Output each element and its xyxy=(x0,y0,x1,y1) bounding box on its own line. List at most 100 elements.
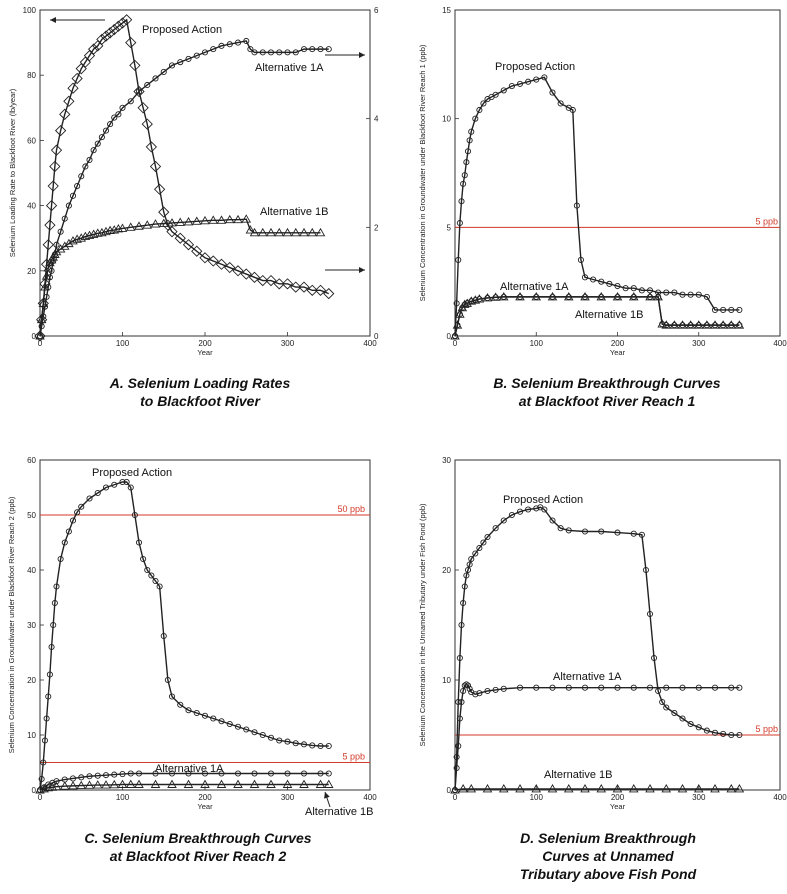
panel-d-data-point xyxy=(661,783,672,793)
panel-a-data-point xyxy=(248,271,261,283)
panel-a-data-point xyxy=(100,30,112,42)
panel-d-series-annotation: Alternative 1A xyxy=(553,671,622,683)
panel-c-data-point xyxy=(185,770,192,777)
panel-b-data-point xyxy=(490,292,501,301)
panel-c-y-tick-label: 40 xyxy=(27,566,36,575)
panel-a-data-point xyxy=(108,23,120,36)
panel-b-data-point xyxy=(577,256,584,263)
panel-c-reference-label: 5 ppb xyxy=(342,752,365,762)
panel-b-data-point xyxy=(685,320,696,329)
panel-a-data-point xyxy=(67,82,79,94)
panel-d-data-point xyxy=(646,684,654,691)
panel-b-x-tick-label: 100 xyxy=(530,339,544,348)
panel-a-data-point xyxy=(141,118,153,130)
panel-c-data-point xyxy=(111,771,118,778)
panel-d-data-point xyxy=(472,550,479,557)
panel-c-data-point xyxy=(40,759,47,766)
panel-d-series-0 xyxy=(451,504,743,794)
panel-a-data-point xyxy=(233,214,243,224)
panel-d-data-point xyxy=(541,506,548,513)
panel-d: 0 100 200 300 400 0 10 20 30 Year Selenium Concent… xyxy=(418,456,787,882)
panel-a: 0 100 200 300 4000204060801000246YearSeleniu… xyxy=(8,6,379,409)
panel-d-data-point xyxy=(677,783,688,793)
panel-d-data-point xyxy=(557,525,564,532)
panel-d-data-point xyxy=(466,561,473,568)
panel-b-series-annotation: Alternative 1A xyxy=(500,281,569,293)
panel-b-data-point xyxy=(460,180,467,187)
panel-b-data-point xyxy=(720,306,727,313)
panel-a-caption: A. Selenium Loading Rates xyxy=(109,375,291,391)
panel-a-data-point xyxy=(174,232,186,244)
panel-a-data-point xyxy=(111,114,118,121)
panel-c-data-point xyxy=(123,478,130,486)
panel-c-data-point xyxy=(135,770,143,777)
panel-d-x-tick-label: 200 xyxy=(611,793,625,802)
panel-d-data-point xyxy=(456,654,463,662)
panel-d-data-point xyxy=(500,685,507,692)
panel-d-data-point xyxy=(458,783,468,793)
panel-a-y-tick-label: 100 xyxy=(23,6,37,15)
panel-d-data-point xyxy=(549,684,556,691)
panel-a-data-point xyxy=(292,49,299,56)
panel-c-arrow-head xyxy=(324,792,330,799)
panel-c-data-point xyxy=(267,770,275,777)
panel-d-data-point xyxy=(679,715,686,722)
panel-c-y-axis-label: Selenium Concentration in Groundwater un… xyxy=(7,496,16,753)
panel-a-y-tick-label: 0 xyxy=(32,332,37,341)
panel-c-data-point xyxy=(127,770,134,777)
panel-b-data-point xyxy=(456,219,463,227)
panel-a-data-point xyxy=(44,219,56,231)
panel-c-data-point xyxy=(119,478,126,486)
panel-a-data-point xyxy=(257,227,268,237)
panel-c-plot-frame xyxy=(39,459,371,791)
panel-a-data-point xyxy=(74,182,81,190)
panel-b-data-point xyxy=(590,276,597,283)
panel-c-series-1 xyxy=(36,770,332,794)
panel-a-data-point xyxy=(69,192,77,199)
panel-d-y-tick-label: 10 xyxy=(442,676,451,685)
panel-a-series-2 xyxy=(35,214,326,340)
panel-d-x-tick-label: 100 xyxy=(530,793,544,802)
panel-a-data-point xyxy=(42,239,54,251)
panel-a-data-point xyxy=(224,261,236,274)
panel-d-data-point xyxy=(581,528,589,535)
panel-c-data-point xyxy=(119,771,126,778)
panel-a-data-point xyxy=(317,46,324,53)
panel-d-data-point xyxy=(720,730,727,737)
panel-d-data-point xyxy=(565,684,572,691)
panel-b-data-point xyxy=(638,287,645,294)
panel-a-data-point xyxy=(82,163,89,170)
panel-c-data-point xyxy=(65,528,72,535)
panel-a-data-point xyxy=(43,263,54,272)
panel-d-data-point xyxy=(458,621,465,629)
panel-a-series-annotation: Alternative 1A xyxy=(255,62,324,74)
panel-c-data-point xyxy=(131,511,138,519)
panel-b-data-point xyxy=(450,331,460,340)
panel-c-data-point xyxy=(251,729,258,736)
panel-c-data-point xyxy=(43,715,50,722)
panel-c-data-point xyxy=(92,780,103,789)
panel-a-data-point xyxy=(46,274,53,281)
panel-b-data-point xyxy=(622,285,629,292)
panel-c-data-point xyxy=(84,780,95,789)
panel-d-data-point xyxy=(679,684,686,691)
panel-c-data-point xyxy=(233,779,243,788)
panel-c-data-point xyxy=(251,770,258,777)
panel-a-data-point xyxy=(300,46,308,53)
panel-c-y-tick-label: 60 xyxy=(27,456,36,465)
panel-b-data-point xyxy=(533,76,540,83)
panel-c-data-point xyxy=(109,779,120,789)
panel-a-series-1 xyxy=(36,37,332,340)
panel-b-data-point xyxy=(462,298,472,307)
panel-b-data-point xyxy=(563,291,574,301)
panel-d-y-tick-label: 0 xyxy=(447,786,452,795)
panel-c-data-point xyxy=(309,742,316,749)
panel-a-data-point xyxy=(160,68,167,75)
panel-a-data-point xyxy=(249,227,260,237)
panel-d-data-point xyxy=(461,682,468,689)
panel-c-data-point xyxy=(94,489,101,497)
panel-d-data-point xyxy=(687,720,694,728)
panel-a-data-point xyxy=(142,220,153,229)
panel-a-data-point xyxy=(125,222,136,231)
panel-a-data-point xyxy=(177,59,184,66)
